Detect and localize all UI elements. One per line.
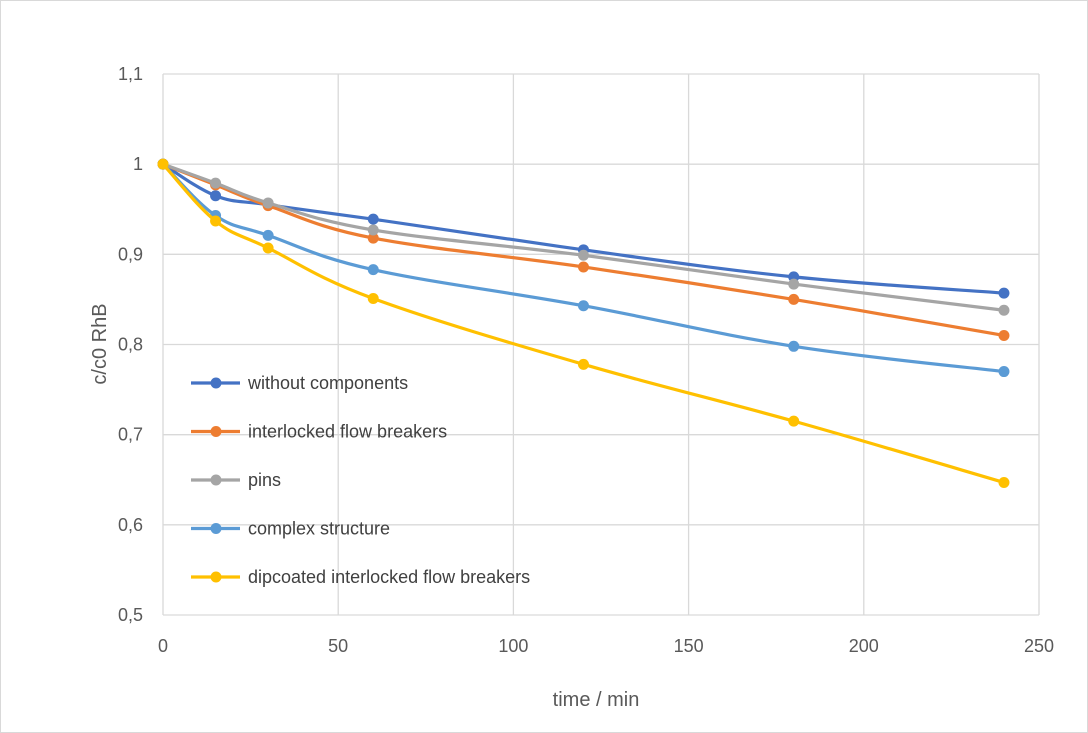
data-point: [998, 366, 1010, 378]
series-dipcoated-interlocked-flow-breakers: [157, 158, 1010, 488]
data-point: [577, 300, 589, 312]
data-point: [367, 213, 379, 225]
data-point: [577, 261, 589, 273]
y-tick-label: 0,8: [118, 335, 143, 355]
series-line: [161, 162, 1006, 312]
x-tick-label: 250: [1024, 636, 1054, 656]
legend-label: dipcoated interlocked flow breakers: [248, 567, 530, 587]
data-point: [577, 249, 589, 261]
data-point: [577, 358, 589, 370]
legend-label: pins: [248, 470, 281, 490]
data-point: [788, 340, 800, 352]
series-without-components: [157, 158, 1010, 299]
legend-label: without components: [247, 373, 408, 393]
y-tick-label: 0,7: [118, 425, 143, 445]
data-point: [262, 242, 274, 254]
tick-labels: 0,5 0,6 0,7 0,8 0,9 1 1,1 0 50 100 150 200 250: [118, 64, 1054, 656]
legend-label: complex structure: [248, 519, 390, 539]
x-tick-label: 150: [674, 636, 704, 656]
legend-label: interlocked flow breakers: [248, 422, 447, 442]
data-point: [367, 293, 379, 305]
data-point: [367, 224, 379, 236]
data-point: [367, 232, 379, 244]
data-point: [788, 415, 800, 427]
y-tick-label: 0,6: [118, 515, 143, 535]
series-line: [161, 162, 1006, 374]
legend-swatch-marker: [210, 426, 222, 437]
x-tick-label: 200: [849, 636, 879, 656]
x-tick-label: 50: [328, 636, 348, 656]
y-tick-label: 1: [133, 154, 143, 174]
legend-swatch-marker: [210, 571, 222, 583]
data-point: [788, 278, 800, 290]
legend-swatch-marker: [210, 377, 222, 389]
x-tick-label: 0: [158, 636, 168, 656]
legend-item: dipcoated interlocked flow breakers: [191, 567, 530, 587]
data-point: [262, 229, 274, 241]
legend-swatch-marker: [210, 474, 222, 486]
data-point: [210, 215, 222, 227]
legend-item: pins: [191, 470, 281, 490]
data-point: [262, 197, 274, 209]
data-point: [367, 264, 379, 276]
series-complex-structure: [157, 158, 1010, 378]
data-point: [998, 287, 1010, 299]
x-tick-label: 100: [498, 636, 528, 656]
legend-item: without components: [191, 373, 408, 393]
series-line: [161, 162, 1006, 295]
series-pins: [157, 158, 1010, 316]
y-tick-label: 1,1: [118, 64, 143, 84]
data-point: [210, 177, 222, 189]
data-point: [998, 329, 1010, 341]
data-point: [998, 304, 1010, 316]
legend: without components interlocked flow break…: [191, 373, 530, 587]
x-axis-title: time / min: [553, 689, 640, 711]
data-point: [210, 190, 222, 202]
y-axis-title: c/c0 RhB: [89, 303, 111, 384]
legend-item: complex structure: [191, 519, 390, 539]
series-line: [161, 162, 1006, 338]
y-tick-label: 0,5: [118, 605, 143, 625]
legend-swatch-marker: [210, 523, 222, 534]
data-point: [998, 476, 1010, 488]
series-line: [161, 162, 1006, 485]
data-point: [157, 158, 169, 170]
legend-item: interlocked flow breakers: [191, 422, 447, 442]
y-tick-label: 0,9: [118, 244, 143, 264]
series-layer: [157, 158, 1010, 488]
data-point: [788, 293, 800, 305]
